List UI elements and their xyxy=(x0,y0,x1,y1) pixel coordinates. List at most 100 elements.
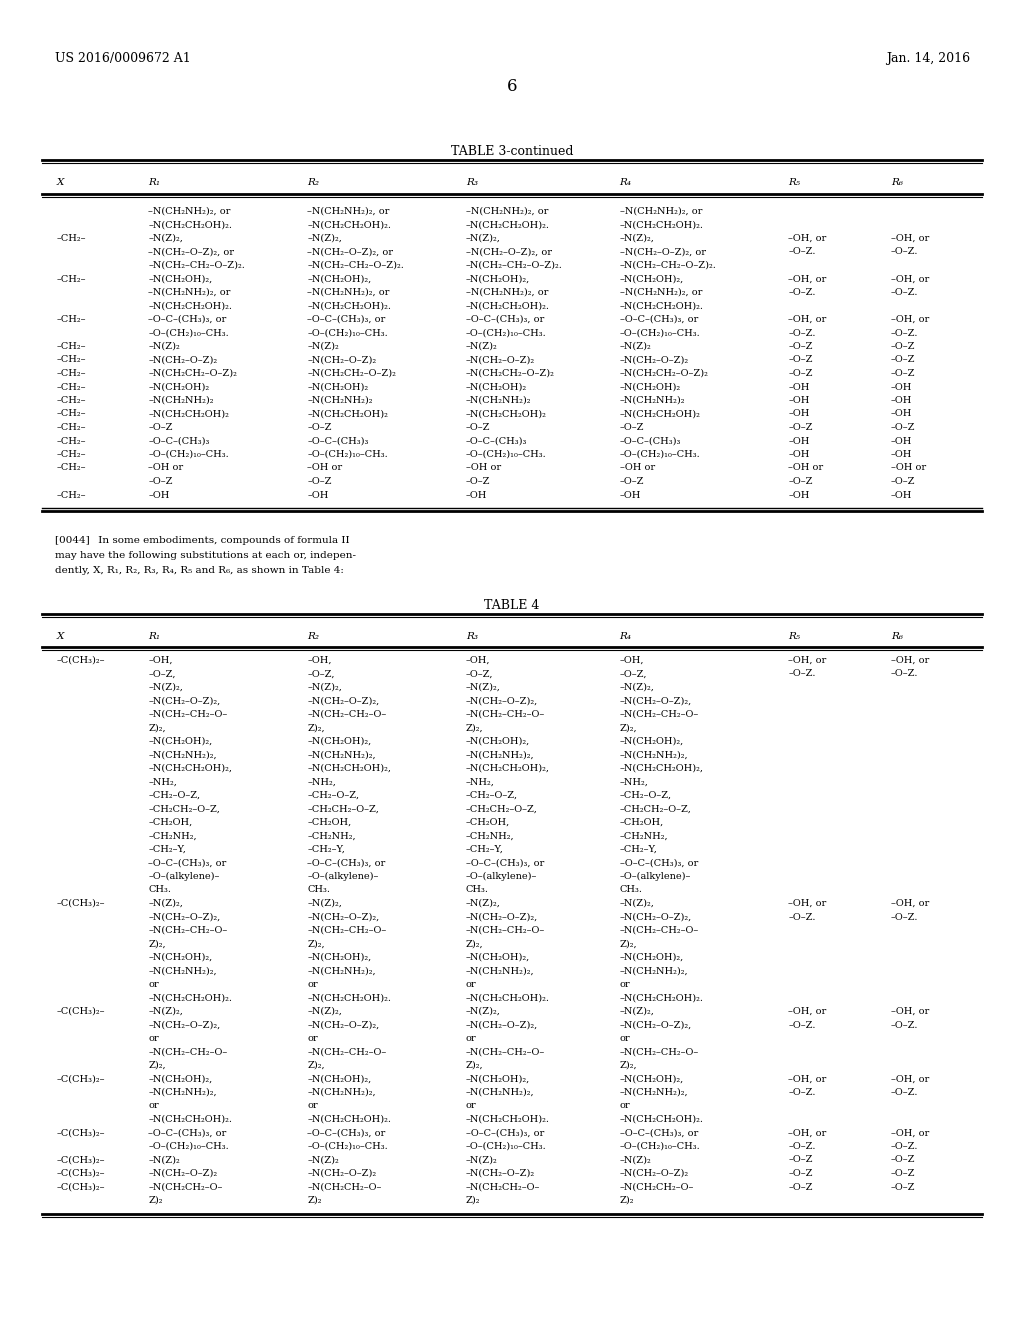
Text: Z)₂,: Z)₂, xyxy=(307,723,325,733)
Text: Z)₂: Z)₂ xyxy=(307,1196,322,1205)
Text: –CH₂–: –CH₂– xyxy=(56,463,86,473)
Text: –N(CH₂–CH₂–O–Z)₂.: –N(CH₂–CH₂–O–Z)₂. xyxy=(620,261,717,271)
Text: –CH₂–: –CH₂– xyxy=(56,422,86,432)
Text: –N(CH₂OH)₂: –N(CH₂OH)₂ xyxy=(307,383,369,392)
Text: –N(Z)₂,: –N(Z)₂, xyxy=(466,1007,501,1016)
Text: –OH: –OH xyxy=(788,409,810,418)
Text: or: or xyxy=(148,1101,159,1110)
Text: –N(Z)₂,: –N(Z)₂, xyxy=(620,899,654,908)
Text: –O–Z: –O–Z xyxy=(788,422,813,432)
Text: –O–(alkylene)–: –O–(alkylene)– xyxy=(466,873,538,882)
Text: –OH or: –OH or xyxy=(307,463,342,473)
Text: –N(CH₂OH)₂: –N(CH₂OH)₂ xyxy=(466,383,527,392)
Text: –CH₂OH,: –CH₂OH, xyxy=(466,818,510,828)
Text: –O–(CH₂)₁₀–CH₃.: –O–(CH₂)₁₀–CH₃. xyxy=(148,1142,229,1151)
Text: –N(CH₂–O–Z)₂,: –N(CH₂–O–Z)₂, xyxy=(466,912,539,921)
Text: –N(CH₂NH₂)₂: –N(CH₂NH₂)₂ xyxy=(148,396,214,405)
Text: –CH₂CH₂–O–Z,: –CH₂CH₂–O–Z, xyxy=(620,804,691,813)
Text: –N(CH₂OH)₂,: –N(CH₂OH)₂, xyxy=(307,953,372,962)
Text: –OH, or: –OH, or xyxy=(891,899,929,908)
Text: –OH, or: –OH, or xyxy=(788,1129,826,1138)
Text: –N(CH₂–O–Z)₂, or: –N(CH₂–O–Z)₂, or xyxy=(466,248,552,256)
Text: –OH, or: –OH, or xyxy=(891,234,929,243)
Text: –N(CH₂CH₂–O–Z)₂: –N(CH₂CH₂–O–Z)₂ xyxy=(620,370,709,378)
Text: –O–Z: –O–Z xyxy=(891,422,915,432)
Text: –OH: –OH xyxy=(788,450,810,459)
Text: –N(CH₂CH₂OH)₂.: –N(CH₂CH₂OH)₂. xyxy=(307,301,391,310)
Text: –N(Z)₂,: –N(Z)₂, xyxy=(148,899,183,908)
Text: –N(CH₂NH₂)₂,: –N(CH₂NH₂)₂, xyxy=(620,1088,688,1097)
Text: –N(CH₂OH)₂,: –N(CH₂OH)₂, xyxy=(307,275,372,284)
Text: R₂: R₂ xyxy=(307,178,319,187)
Text: –OH, or: –OH, or xyxy=(788,315,826,323)
Text: –N(Z)₂: –N(Z)₂ xyxy=(307,1155,339,1164)
Text: –N(CH₂–O–Z)₂,: –N(CH₂–O–Z)₂, xyxy=(620,912,692,921)
Text: –O–(CH₂)₁₀–CH₃.: –O–(CH₂)₁₀–CH₃. xyxy=(307,1142,388,1151)
Text: –N(CH₂–O–Z)₂: –N(CH₂–O–Z)₂ xyxy=(620,1170,689,1177)
Text: –N(CH₂NH₂)₂,: –N(CH₂NH₂)₂, xyxy=(307,751,376,759)
Text: 6: 6 xyxy=(507,78,517,95)
Text: Z)₂,: Z)₂, xyxy=(148,723,166,733)
Text: –O–Z,: –O–Z, xyxy=(307,669,335,678)
Text: –N(CH₂NH₂)₂,: –N(CH₂NH₂)₂, xyxy=(466,966,535,975)
Text: –N(CH₂CH₂OH)₂.: –N(CH₂CH₂OH)₂. xyxy=(148,220,232,230)
Text: –O–Z: –O–Z xyxy=(891,1155,915,1164)
Text: –N(Z)₂,: –N(Z)₂, xyxy=(148,1007,183,1016)
Text: –CH₂–Y,: –CH₂–Y, xyxy=(307,845,345,854)
Text: R₆: R₆ xyxy=(891,632,903,642)
Text: –C(CH₃)₂–: –C(CH₃)₂– xyxy=(56,1155,104,1164)
Text: –N(CH₂OH)₂,: –N(CH₂OH)₂, xyxy=(466,1074,530,1084)
Text: dently, X, R₁, R₂, R₃, R₄, R₅ and R₆, as shown in Table 4:: dently, X, R₁, R₂, R₃, R₄, R₅ and R₆, as… xyxy=(55,566,344,576)
Text: –N(CH₂OH)₂,: –N(CH₂OH)₂, xyxy=(620,1074,684,1084)
Text: –OH or: –OH or xyxy=(466,463,501,473)
Text: –N(CH₂CH₂–O–Z)₂: –N(CH₂CH₂–O–Z)₂ xyxy=(148,370,238,378)
Text: –N(Z)₂: –N(Z)₂ xyxy=(466,1155,498,1164)
Text: –OH: –OH xyxy=(148,491,170,499)
Text: or: or xyxy=(620,979,630,989)
Text: –OH: –OH xyxy=(788,491,810,499)
Text: CH₃.: CH₃. xyxy=(620,886,642,895)
Text: –O–Z: –O–Z xyxy=(891,477,915,486)
Text: –O–Z: –O–Z xyxy=(788,355,813,364)
Text: –OH: –OH xyxy=(788,437,810,446)
Text: –N(CH₂–O–Z)₂: –N(CH₂–O–Z)₂ xyxy=(307,355,377,364)
Text: Z)₂,: Z)₂, xyxy=(466,723,483,733)
Text: –N(CH₂CH₂OH)₂.: –N(CH₂CH₂OH)₂. xyxy=(620,220,703,230)
Text: –N(CH₂CH₂OH)₂,: –N(CH₂CH₂OH)₂, xyxy=(307,764,391,774)
Text: –N(CH₂NH₂)₂, or: –N(CH₂NH₂)₂, or xyxy=(620,207,701,216)
Text: Z)₂: Z)₂ xyxy=(148,1196,163,1205)
Text: –N(CH₂NH₂)₂,: –N(CH₂NH₂)₂, xyxy=(620,751,688,759)
Text: –N(CH₂CH₂OH)₂.: –N(CH₂CH₂OH)₂. xyxy=(148,301,232,310)
Text: –N(CH₂NH₂)₂,: –N(CH₂NH₂)₂, xyxy=(148,966,217,975)
Text: –OH: –OH xyxy=(788,396,810,405)
Text: –O–C–(CH₃)₃, or: –O–C–(CH₃)₃, or xyxy=(466,858,544,867)
Text: –N(CH₂–O–Z)₂: –N(CH₂–O–Z)₂ xyxy=(148,355,218,364)
Text: –N(CH₂–O–Z)₂,: –N(CH₂–O–Z)₂, xyxy=(307,912,380,921)
Text: –O–Z: –O–Z xyxy=(891,1183,915,1192)
Text: –N(CH₂–CH₂–O–: –N(CH₂–CH₂–O– xyxy=(620,710,698,719)
Text: –N(CH₂CH₂–O–: –N(CH₂CH₂–O– xyxy=(307,1183,382,1192)
Text: –CH₂–Y,: –CH₂–Y, xyxy=(620,845,657,854)
Text: –CH₂–: –CH₂– xyxy=(56,450,86,459)
Text: –N(CH₂–O–Z)₂,: –N(CH₂–O–Z)₂, xyxy=(148,1020,221,1030)
Text: –CH₂–: –CH₂– xyxy=(56,355,86,364)
Text: –N(CH₂–CH₂–O–: –N(CH₂–CH₂–O– xyxy=(148,710,227,719)
Text: –N(CH₂CH₂OH)₂.: –N(CH₂CH₂OH)₂. xyxy=(148,1115,232,1125)
Text: –OH: –OH xyxy=(891,383,912,392)
Text: –N(Z)₂,: –N(Z)₂, xyxy=(148,234,183,243)
Text: or: or xyxy=(148,1034,159,1043)
Text: –CH₂NH₂,: –CH₂NH₂, xyxy=(148,832,197,841)
Text: R₃: R₃ xyxy=(466,178,478,187)
Text: –OH: –OH xyxy=(620,491,641,499)
Text: –N(CH₂NH₂)₂,: –N(CH₂NH₂)₂, xyxy=(148,1088,217,1097)
Text: –N(Z)₂,: –N(Z)₂, xyxy=(620,682,654,692)
Text: –CH₂–O–Z,: –CH₂–O–Z, xyxy=(148,791,201,800)
Text: –N(Z)₂,: –N(Z)₂, xyxy=(620,234,654,243)
Text: –O–C–(CH₃)₃, or: –O–C–(CH₃)₃, or xyxy=(148,858,226,867)
Text: –N(CH₂–O–Z)₂: –N(CH₂–O–Z)₂ xyxy=(307,1170,377,1177)
Text: –N(CH₂CH₂OH)₂,: –N(CH₂CH₂OH)₂, xyxy=(620,764,703,774)
Text: –CH₂–: –CH₂– xyxy=(56,409,86,418)
Text: –OH or: –OH or xyxy=(891,463,926,473)
Text: Z)₂: Z)₂ xyxy=(620,1196,634,1205)
Text: R₅: R₅ xyxy=(788,632,801,642)
